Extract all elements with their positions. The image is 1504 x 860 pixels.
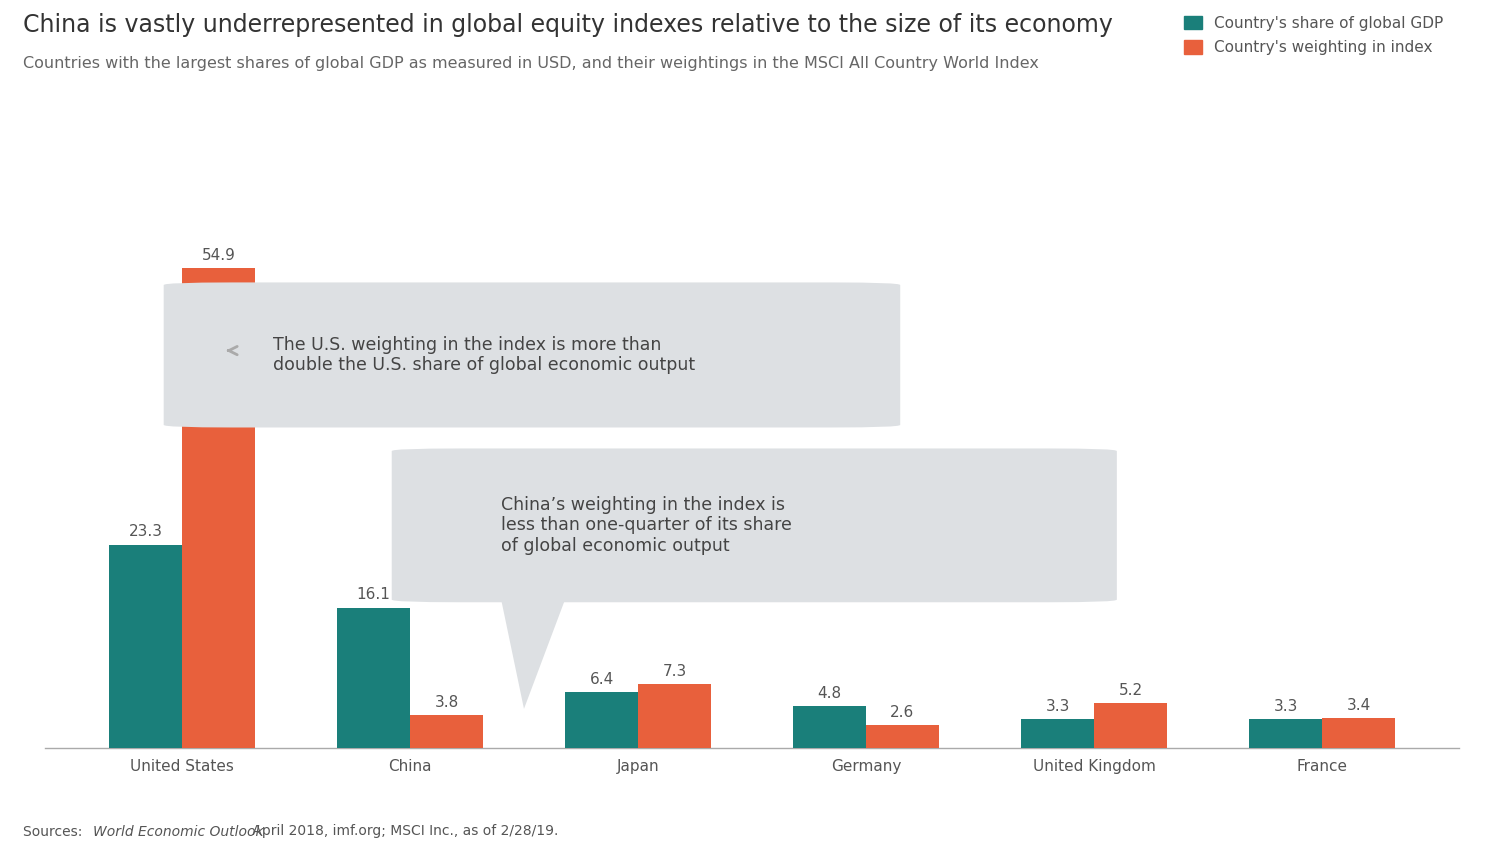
Text: China’s weighting in the index is
less than one-quarter of its share
of global e: China’s weighting in the index is less t… [501, 495, 793, 556]
Legend: Country's share of global GDP, Country's weighting in index: Country's share of global GDP, Country's… [1176, 8, 1451, 63]
Bar [411, 715, 483, 748]
Text: 16.1: 16.1 [356, 587, 391, 602]
Bar [566, 692, 638, 748]
Text: World Economic Outlook: World Economic Outlook [93, 825, 263, 838]
Text: 3.3: 3.3 [1045, 699, 1069, 714]
Text: 6.4: 6.4 [590, 672, 614, 687]
Text: 23.3: 23.3 [128, 525, 162, 539]
FancyBboxPatch shape [391, 448, 1117, 602]
Bar [1021, 719, 1093, 748]
Bar [182, 268, 254, 748]
Polygon shape [501, 599, 566, 709]
FancyBboxPatch shape [164, 282, 901, 427]
Text: The U.S. weighting in the index is more than
double the U.S. share of global eco: The U.S. weighting in the index is more … [274, 335, 695, 374]
Text: April 2018, imf.org; MSCI Inc., as of 2/28/19.: April 2018, imf.org; MSCI Inc., as of 2/… [248, 825, 558, 838]
Text: 2.6: 2.6 [890, 705, 914, 720]
Bar [793, 706, 866, 748]
Text: 4.8: 4.8 [818, 686, 842, 701]
Text: 7.3: 7.3 [662, 664, 687, 679]
Text: 3.4: 3.4 [1346, 698, 1370, 713]
Text: 3.8: 3.8 [435, 695, 459, 709]
Bar [1250, 719, 1322, 748]
Text: Countries with the largest shares of global GDP as measured in USD, and their we: Countries with the largest shares of glo… [23, 56, 1038, 71]
Bar [337, 607, 411, 748]
Text: 54.9: 54.9 [202, 249, 235, 263]
Text: 3.3: 3.3 [1274, 699, 1298, 714]
Bar [108, 544, 182, 748]
Text: 5.2: 5.2 [1119, 683, 1143, 697]
Text: Sources:: Sources: [23, 825, 86, 838]
Text: China is vastly underrepresented in global equity indexes relative to the size o: China is vastly underrepresented in glob… [23, 13, 1113, 37]
Bar [866, 726, 938, 748]
Bar [638, 685, 711, 748]
Bar [1322, 718, 1396, 748]
Bar [1093, 703, 1167, 748]
